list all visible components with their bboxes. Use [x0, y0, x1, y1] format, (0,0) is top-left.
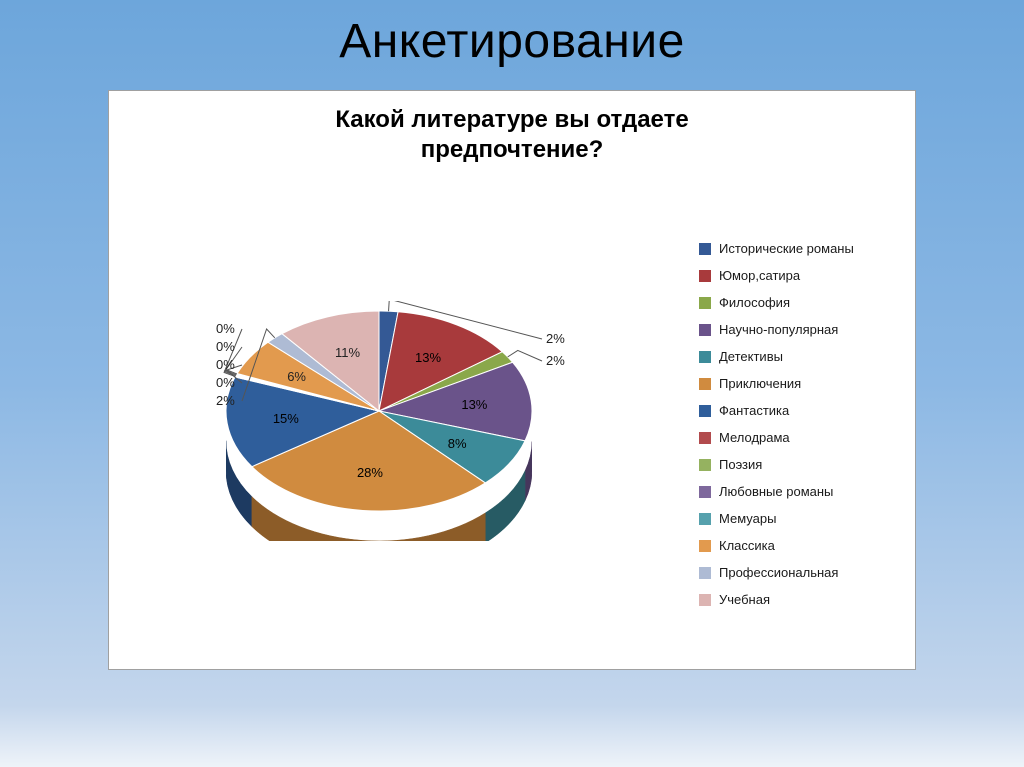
legend-swatch: [699, 594, 711, 606]
slice-value-label: 0%: [216, 321, 235, 336]
legend: Исторические романы Юмор,сатира Философия Н…: [699, 241, 899, 619]
legend-label: Мемуары: [719, 511, 776, 526]
chart-card: Какой литературе вы отдаетепредпочтение?…: [108, 90, 916, 670]
slice-value-label: 13%: [461, 397, 487, 412]
slice-value-label: 6%: [287, 369, 306, 384]
legend-item: Поэзия: [699, 457, 899, 472]
legend-swatch: [699, 432, 711, 444]
legend-label: Научно-популярная: [719, 322, 838, 337]
legend-item: Мелодрама: [699, 430, 899, 445]
slice-value-label: 0%: [216, 339, 235, 354]
legend-swatch: [699, 405, 711, 417]
legend-label: Приключения: [719, 376, 801, 391]
legend-label: Философия: [719, 295, 790, 310]
slice-value-label: 0%: [216, 375, 235, 390]
slice-value-label: 15%: [273, 411, 299, 426]
legend-item: Юмор,сатира: [699, 268, 899, 283]
legend-label: Любовные романы: [719, 484, 833, 499]
legend-swatch: [699, 351, 711, 363]
legend-label: Профессиональная: [719, 565, 838, 580]
legend-item: Мемуары: [699, 511, 899, 526]
legend-item: Фантастика: [699, 403, 899, 418]
legend-label: Классика: [719, 538, 775, 553]
legend-item: Учебная: [699, 592, 899, 607]
slice-value-label: 28%: [357, 465, 383, 480]
legend-item: Приключения: [699, 376, 899, 391]
legend-swatch: [699, 270, 711, 282]
legend-label: Фантастика: [719, 403, 789, 418]
legend-label: Учебная: [719, 592, 770, 607]
legend-label: Детективы: [719, 349, 783, 364]
slice-value-label: 11%: [335, 345, 360, 360]
legend-swatch: [699, 540, 711, 552]
chart-title: Какой литературе вы отдаетепредпочтение?: [109, 105, 915, 165]
legend-swatch: [699, 378, 711, 390]
legend-swatch: [699, 567, 711, 579]
legend-item: Философия: [699, 295, 899, 310]
legend-item: Исторические романы: [699, 241, 899, 256]
legend-label: Мелодрама: [719, 430, 790, 445]
legend-item: Профессиональная: [699, 565, 899, 580]
slice-value-label: 2%: [546, 331, 565, 346]
legend-label: Юмор,сатира: [719, 268, 800, 283]
legend-label: Исторические романы: [719, 241, 854, 256]
legend-item: Детективы: [699, 349, 899, 364]
legend-item: Научно-популярная: [699, 322, 899, 337]
pie-chart: 2%13%2%13%8%28%15%0%0%0%0%6%2%11%: [199, 301, 559, 561]
legend-label: Поэзия: [719, 457, 762, 472]
chart-body: 2% 13% 2% 13% 8% 28% 15% 0% 0% 0% 0% 6% 2% 11% Истори…: [109, 181, 915, 651]
slice-value-label: 0%: [216, 357, 235, 372]
legend-swatch: [699, 324, 711, 336]
legend-swatch: [699, 243, 711, 255]
legend-swatch: [699, 486, 711, 498]
legend-swatch: [699, 513, 711, 525]
slide-title: Анкетирование: [0, 14, 1024, 69]
slide-background: Анкетирование Какой литературе вы отдает…: [0, 0, 1024, 767]
legend-swatch: [699, 459, 711, 471]
legend-item: Классика: [699, 538, 899, 553]
slice-value-label: 8%: [448, 436, 467, 451]
legend-item: Любовные романы: [699, 484, 899, 499]
slice-value-label: 2%: [546, 353, 565, 368]
legend-swatch: [699, 297, 711, 309]
slice-value-label: 2%: [216, 393, 235, 408]
slice-value-label: 13%: [415, 350, 441, 365]
